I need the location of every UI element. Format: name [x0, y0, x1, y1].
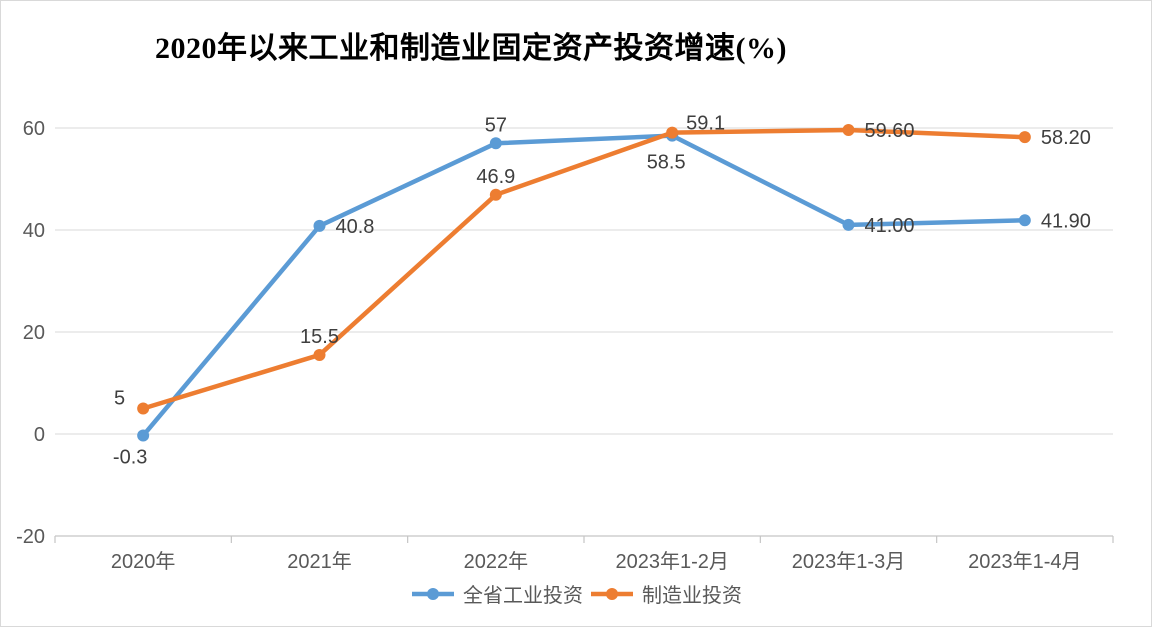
chart-legend: 全省工业投资 制造业投资 — [1, 579, 1151, 608]
data-point-marker — [489, 188, 502, 201]
data-point-label: 58.5 — [647, 152, 686, 174]
data-point-label: 46.9 — [476, 166, 515, 188]
data-point-label: 59.60 — [865, 120, 915, 142]
x-axis-category-label: 2022年 — [464, 550, 529, 573]
x-axis-category-label: 2020年 — [111, 550, 176, 573]
data-point-label: 57 — [485, 114, 507, 136]
data-point-label: 15.5 — [300, 326, 339, 348]
y-axis-tick-label: 60 — [23, 118, 45, 140]
chart-title: 2020年以来工业和制造业固定资产投资增速(%) — [155, 32, 787, 65]
data-point-marker — [1018, 214, 1031, 227]
series-line — [140, 127, 1028, 411]
y-axis-tick-label: -20 — [16, 526, 45, 548]
y-axis-tick-label: 0 — [34, 424, 45, 446]
series-line — [140, 133, 1028, 438]
legend-item-industrial-investment[interactable]: 全省工业投资 — [410, 579, 583, 608]
data-point-marker — [137, 429, 150, 442]
x-axis-category-label: 2021年 — [287, 550, 352, 573]
data-point-label: -0.3 — [113, 447, 147, 469]
data-point-label: 58.20 — [1041, 127, 1091, 149]
data-point-marker — [666, 126, 679, 139]
data-point-label: 40.8 — [336, 216, 375, 238]
legend-label-manufacturing-investment: 制造业投资 — [642, 585, 742, 607]
y-axis-tick-label: 40 — [23, 220, 45, 242]
x-axis-category-label: 2023年1-4月 — [968, 550, 1081, 573]
x-axis-category-label: 2023年1-3月 — [792, 550, 905, 573]
y-axis-tick-label: 20 — [23, 322, 45, 344]
x-axis-category-label: 2023年1-2月 — [615, 550, 728, 573]
data-point-marker — [313, 348, 326, 361]
data-point-label: 41.90 — [1041, 210, 1091, 232]
data-point-marker — [313, 219, 326, 232]
data-point-label: 59.1 — [686, 113, 725, 135]
data-point-label: 5 — [114, 388, 125, 410]
data-point-marker — [1018, 131, 1031, 144]
data-point-marker — [842, 218, 855, 231]
data-point-marker — [137, 402, 150, 415]
legend-line-marker-icon — [412, 587, 454, 600]
data-point-marker — [489, 137, 502, 150]
data-point-marker — [842, 124, 855, 137]
legend-item-manufacturing-investment[interactable]: 制造业投资 — [589, 579, 742, 608]
legend-line-marker-icon — [591, 587, 633, 600]
legend-label-industrial-investment: 全省工业投资 — [463, 585, 583, 607]
data-point-label: 41.00 — [865, 215, 915, 237]
